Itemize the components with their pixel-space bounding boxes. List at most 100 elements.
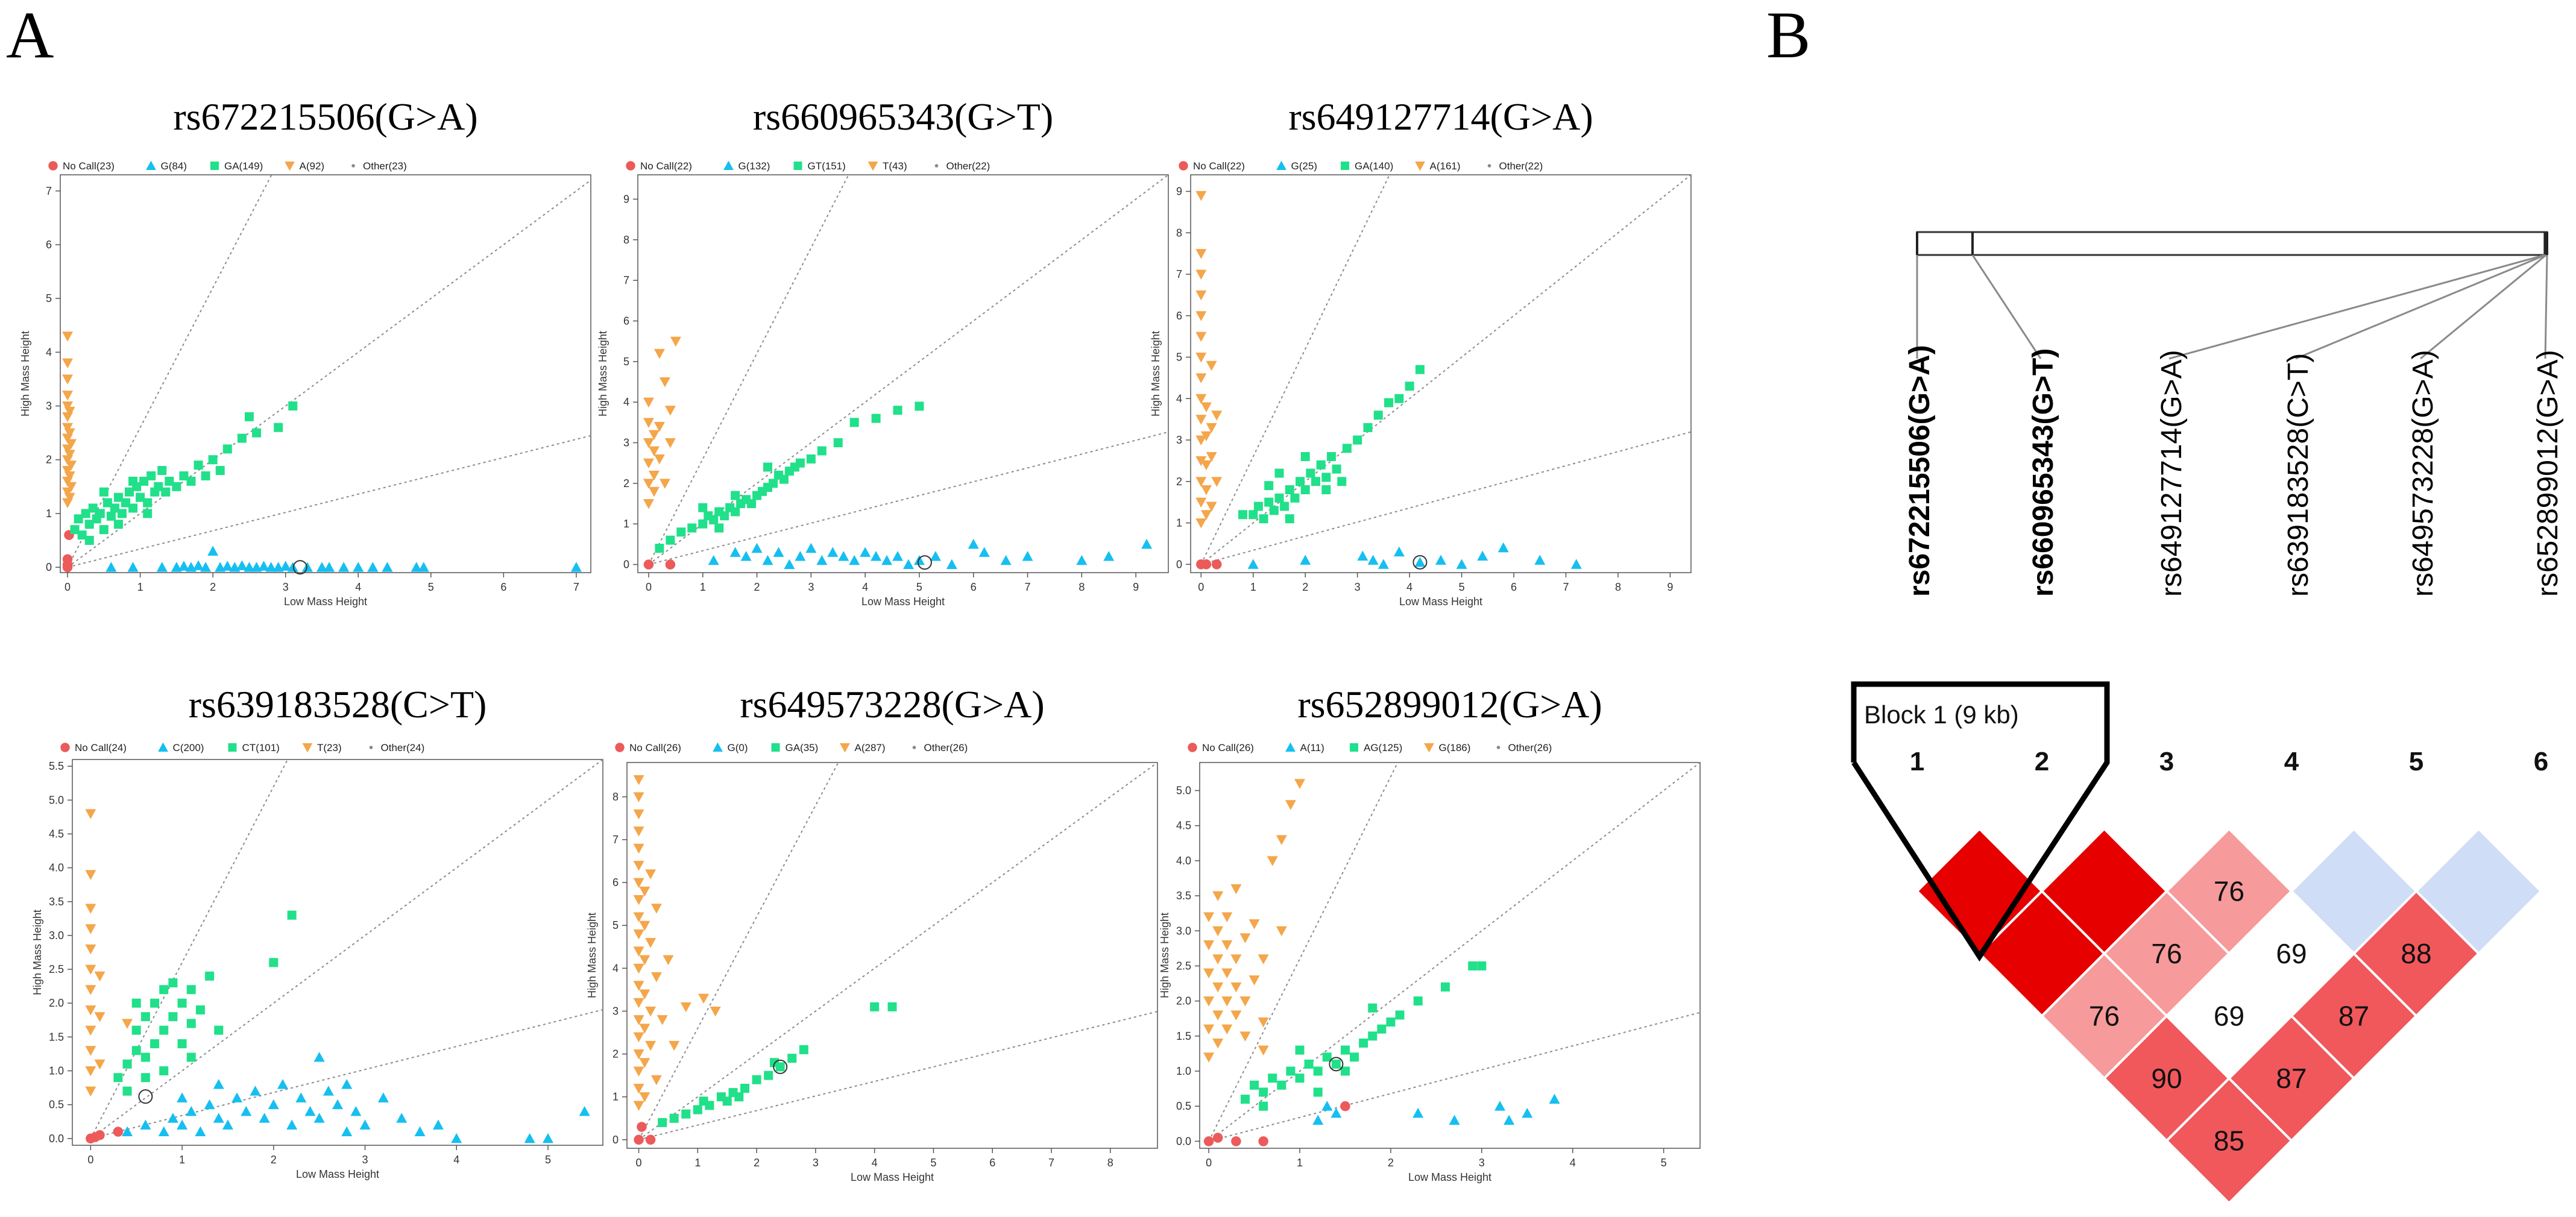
- guide-line: [1208, 763, 1700, 1142]
- data-point-ga: [146, 471, 156, 480]
- highlighted-point: [917, 555, 932, 570]
- y-tick-label: 5: [1176, 351, 1182, 363]
- data-point-c: [414, 1126, 426, 1137]
- data-point-g: [382, 562, 393, 572]
- data-point-g: [1212, 954, 1224, 964]
- data-point-gt: [655, 544, 664, 553]
- data-point-c: [286, 1119, 298, 1130]
- data-point-a: [64, 492, 75, 503]
- data-point-gt: [915, 401, 924, 411]
- data-point-g: [367, 562, 379, 572]
- data-point-ga: [84, 535, 94, 545]
- y-axis-label: High Mass Height: [19, 331, 31, 417]
- data-point-ag: [1240, 1095, 1250, 1104]
- data-point-ct: [150, 998, 160, 1008]
- x-tick-label: 5: [428, 581, 434, 593]
- highlighted-point: [292, 560, 307, 575]
- y-tick-label: 1: [623, 518, 629, 530]
- data-point-g: [1249, 919, 1260, 929]
- data-point-g: [244, 562, 255, 572]
- data-point-a: [64, 406, 75, 417]
- data-point-ag: [1250, 1080, 1259, 1090]
- data-point-g: [1378, 559, 1389, 569]
- data-point-g: [849, 555, 860, 565]
- data-point-ct: [159, 985, 169, 995]
- x-tick-label: 3: [1479, 1157, 1485, 1169]
- data-point-g: [946, 559, 957, 570]
- data-point-a: [62, 423, 74, 433]
- data-point-g: [1497, 542, 1509, 553]
- y-axis-label: High Mass Height: [586, 913, 598, 998]
- data-point-ga: [1253, 502, 1263, 511]
- data-point-c: [579, 1105, 590, 1116]
- data-point-a: [66, 461, 77, 471]
- y-tick-label: 3: [613, 1005, 619, 1017]
- data-point-g: [1221, 912, 1233, 922]
- ld-cell-value: 85: [2214, 1125, 2244, 1157]
- data-point-a: [1200, 402, 1212, 412]
- legend-label: T(23): [317, 742, 342, 753]
- x-tick-label: 0: [636, 1157, 642, 1169]
- data-point-no-call: [62, 559, 73, 570]
- data-point-no-call: [95, 1130, 105, 1140]
- data-point-a: [1331, 1107, 1342, 1118]
- snp-label: rs649573228(G>A): [2407, 350, 2439, 597]
- data-point-g: [827, 547, 839, 557]
- data-point-g: [838, 551, 849, 561]
- data-point-ga: [70, 525, 80, 535]
- guide-line: [1208, 1011, 1700, 1142]
- data-point-ct: [168, 978, 178, 988]
- data-point-ga: [1316, 460, 1326, 470]
- y-tick-label: 2: [623, 477, 629, 489]
- y-tick-label: 5.5: [49, 760, 64, 772]
- data-point-g: [1239, 933, 1251, 943]
- data-point-a: [639, 1024, 650, 1034]
- data-point-t: [85, 870, 96, 880]
- legend-label: No Call(26): [1202, 742, 1254, 753]
- legend-marker: [302, 743, 313, 753]
- data-point-g: [1239, 996, 1251, 1007]
- data-point-ct: [269, 958, 279, 967]
- legend-marker: [369, 746, 373, 749]
- legend-marker: [713, 742, 723, 752]
- y-tick-label: 3.0: [49, 929, 64, 942]
- data-point-t: [94, 1012, 105, 1022]
- data-point-g: [1477, 550, 1488, 561]
- x-tick-label: 4: [355, 581, 361, 593]
- data-point-t: [85, 1005, 96, 1016]
- data-point-g: [301, 562, 313, 572]
- data-point-t: [85, 1086, 96, 1097]
- data-point-g: [1212, 891, 1224, 902]
- guide-line: [90, 1009, 603, 1139]
- legend-marker: [771, 743, 780, 752]
- data-point-ga: [769, 1058, 779, 1068]
- data-point-a: [645, 1040, 657, 1051]
- x-tick-label: 3: [808, 581, 814, 593]
- data-point-gt: [849, 418, 859, 427]
- legend-label: No Call(23): [63, 160, 115, 172]
- data-point-g: [1300, 555, 1311, 565]
- x-tick-label: 1: [1297, 1157, 1303, 1169]
- x-tick-label: 2: [271, 1154, 277, 1166]
- data-point-g: [1212, 1010, 1224, 1020]
- data-point-a: [64, 471, 75, 482]
- data-point-ag: [1322, 1052, 1332, 1062]
- data-point-a: [1195, 456, 1207, 467]
- legend-label: Other(24): [381, 742, 425, 753]
- data-point-ct: [140, 1073, 150, 1083]
- data-point-ga: [693, 1105, 702, 1115]
- x-tick-label: 2: [754, 581, 760, 593]
- data-point-g: [892, 551, 904, 561]
- data-point-g: [1534, 555, 1546, 565]
- data-point-a: [1206, 502, 1217, 512]
- x-tick-label: 3: [283, 581, 289, 593]
- data-point-ga: [222, 444, 232, 454]
- data-point-g: [1414, 556, 1426, 567]
- data-point-gt: [893, 406, 902, 415]
- guide-line: [638, 1011, 1157, 1140]
- data-point-c: [277, 1078, 288, 1089]
- data-point-a: [633, 843, 644, 854]
- data-point-ga: [870, 1002, 880, 1011]
- y-tick-label: 2.5: [49, 963, 64, 975]
- y-tick-label: 4.5: [49, 828, 64, 840]
